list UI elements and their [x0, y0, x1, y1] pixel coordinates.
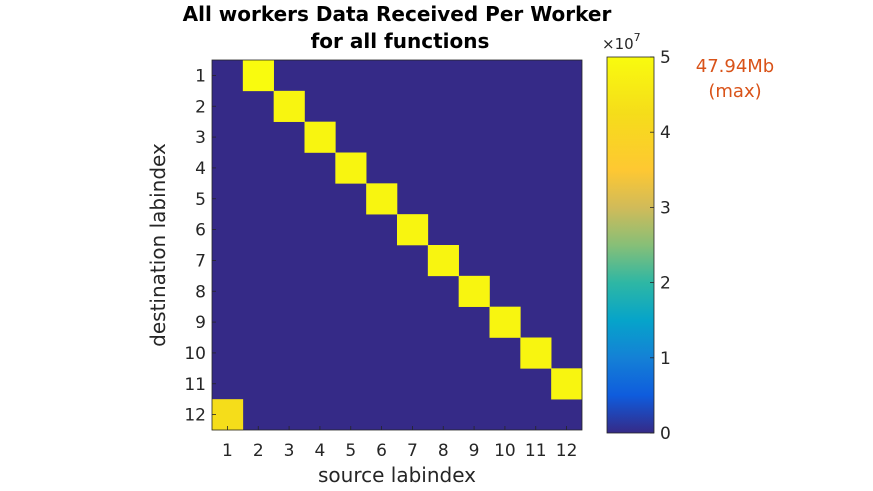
heatmap-cell — [366, 183, 398, 215]
y-tick-label: 3 — [195, 128, 206, 148]
heatmap-cell — [397, 214, 429, 246]
heatmap-grid — [212, 60, 583, 431]
x-tick-label: 9 — [469, 441, 480, 461]
colorbar-tick-label: 1 — [660, 349, 671, 369]
heatmap-cell — [273, 90, 305, 122]
heatmap-cell — [458, 275, 490, 307]
heatmap-cell — [304, 121, 336, 153]
y-tick-label: 5 — [195, 190, 206, 210]
y-tick-label: 7 — [195, 251, 206, 271]
colorbar-tick-label: 4 — [660, 123, 671, 143]
colorbar-exponent: ×107 — [602, 31, 641, 53]
plot-frame — [211, 59, 583, 431]
heatmap-cell — [427, 245, 459, 277]
x-tick-label: 12 — [556, 441, 578, 461]
y-tick-label: 4 — [195, 159, 206, 179]
y-tick-label: 9 — [195, 313, 206, 333]
y-tick-label: 6 — [195, 221, 206, 241]
heatmap-cell — [212, 399, 244, 431]
y-tick-label: 2 — [195, 97, 206, 117]
x-axis-label: source labindex — [318, 463, 476, 487]
x-tick-label: 11 — [525, 441, 547, 461]
heatmap-cell — [489, 306, 521, 338]
colorbar-tick-label: 5 — [660, 48, 671, 68]
x-tick-label: 3 — [284, 441, 295, 461]
colorbar-ticks: 0 1 2 3 4 5 — [650, 48, 671, 444]
y-tick-label: 1 — [195, 66, 206, 86]
max-value-annotation: 47.94Mb — [696, 56, 775, 77]
x-tick-label: 7 — [407, 441, 418, 461]
heatmap-cell — [551, 368, 583, 400]
y-tick-label: 8 — [195, 282, 206, 302]
x-tick-label: 1 — [222, 441, 233, 461]
x-tick-label: 4 — [315, 441, 326, 461]
colorbar — [606, 56, 655, 434]
y-tick-label: 10 — [184, 344, 206, 364]
y-axis-label: destination labindex — [146, 143, 170, 347]
heatmap-cell — [335, 152, 367, 184]
chart-title-line1: All workers Data Received Per Worker — [183, 2, 612, 26]
colorbar-tick-label: 3 — [660, 198, 671, 218]
x-axis-ticks: 1 2 3 4 5 6 7 8 9 10 11 12 — [222, 426, 577, 461]
x-tick-label: 10 — [494, 441, 516, 461]
max-label-annotation: (max) — [708, 81, 761, 102]
x-tick-label: 6 — [376, 441, 387, 461]
chart-title-line2: for all functions — [311, 29, 490, 53]
x-tick-label: 8 — [438, 441, 449, 461]
x-tick-label: 5 — [345, 441, 356, 461]
x-tick-label: 2 — [253, 441, 264, 461]
colorbar-tick-label: 0 — [660, 424, 671, 444]
heatmap-cell — [242, 60, 274, 92]
y-tick-label: 12 — [184, 406, 206, 426]
y-tick-label: 11 — [184, 375, 206, 395]
heatmap-cell — [520, 337, 552, 369]
colorbar-tick-label: 2 — [660, 274, 671, 294]
